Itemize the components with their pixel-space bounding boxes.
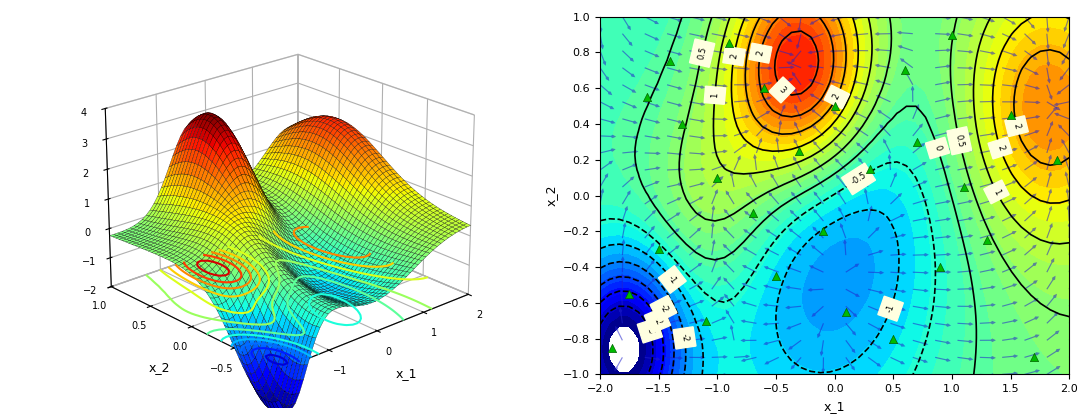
Point — [603, 344, 621, 351]
Y-axis label: x_2: x_2 — [544, 185, 558, 206]
Point — [885, 335, 902, 342]
Point — [897, 67, 914, 74]
Text: 0.5: 0.5 — [954, 134, 966, 148]
Y-axis label: x_2: x_2 — [148, 361, 170, 374]
Text: 1: 1 — [992, 188, 1002, 196]
Point — [838, 309, 855, 315]
Point — [1002, 111, 1019, 118]
Point — [755, 85, 772, 92]
Text: -1: -1 — [667, 273, 679, 285]
Text: 0: 0 — [933, 144, 943, 152]
Point — [826, 103, 843, 109]
Point — [955, 183, 972, 190]
Point — [661, 58, 679, 64]
Text: -1: -1 — [885, 303, 896, 314]
Point — [650, 246, 668, 253]
Point — [767, 273, 784, 280]
Text: 2: 2 — [831, 93, 842, 102]
Point — [720, 40, 738, 47]
Point — [673, 121, 691, 127]
Point — [638, 94, 656, 101]
Point — [697, 317, 715, 324]
Text: -2: -2 — [680, 333, 690, 343]
X-axis label: x_1: x_1 — [396, 367, 417, 380]
Point — [791, 148, 808, 154]
Text: -2: -2 — [658, 303, 670, 314]
Point — [932, 264, 949, 270]
Text: 0.5: 0.5 — [696, 46, 708, 61]
Point — [709, 174, 727, 181]
Text: 2: 2 — [729, 53, 739, 59]
Text: 2: 2 — [1011, 123, 1021, 130]
Text: 1: 1 — [710, 92, 720, 98]
Text: 3: 3 — [777, 85, 787, 95]
Point — [1048, 156, 1066, 163]
Text: 2: 2 — [755, 50, 765, 57]
Point — [943, 31, 961, 38]
Text: -2: -2 — [651, 315, 663, 326]
X-axis label: x_1: x_1 — [824, 400, 846, 413]
Point — [744, 210, 762, 217]
Point — [621, 290, 638, 297]
Text: -0.5: -0.5 — [849, 171, 867, 187]
Text: 2: 2 — [995, 144, 1005, 152]
Point — [1026, 353, 1043, 360]
Text: -3: -3 — [645, 325, 656, 336]
Point — [861, 165, 878, 172]
Point — [979, 237, 996, 244]
Point — [814, 228, 831, 235]
Point — [908, 139, 925, 145]
